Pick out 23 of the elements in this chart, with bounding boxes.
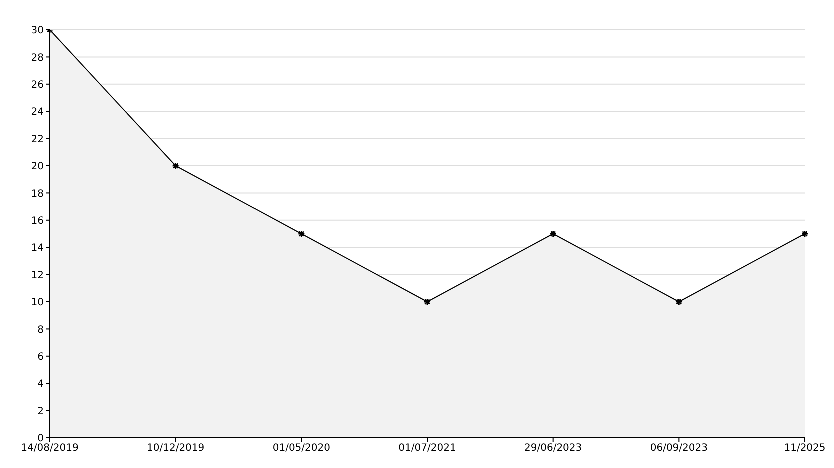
y-tick-label: 8 bbox=[38, 324, 44, 336]
x-tick-label: 29/06/2023 bbox=[524, 443, 582, 454]
y-tick-label: 30 bbox=[31, 26, 44, 37]
y-tick-label: 18 bbox=[31, 188, 44, 200]
x-tick-label: 11/2025 bbox=[784, 443, 826, 454]
y-tick-label: 20 bbox=[31, 162, 44, 173]
y-tick-label: 0 bbox=[38, 434, 44, 445]
y-tick-label: 10 bbox=[31, 298, 44, 309]
x-tick-label: 06/09/2023 bbox=[650, 443, 708, 454]
y-tick-label: 2 bbox=[38, 406, 44, 418]
y-tick-label: 12 bbox=[31, 270, 44, 282]
x-tick-label: 01/05/2020 bbox=[272, 443, 330, 454]
x-tick-label: 14/08/2019 bbox=[21, 443, 79, 454]
y-tick-label: 24 bbox=[31, 107, 44, 118]
y-tick-label: 4 bbox=[38, 379, 44, 390]
y-tick-label: 14 bbox=[31, 243, 44, 254]
x-tick-label: 10/12/2019 bbox=[147, 443, 205, 454]
y-tick-label: 26 bbox=[31, 80, 44, 91]
y-tick-label: 28 bbox=[31, 52, 44, 64]
x-tick-label: 01/07/2021 bbox=[398, 443, 456, 454]
y-tick-label: 16 bbox=[31, 216, 44, 227]
y-tick-label: 6 bbox=[38, 352, 44, 363]
y-tick-label: 22 bbox=[31, 134, 44, 146]
